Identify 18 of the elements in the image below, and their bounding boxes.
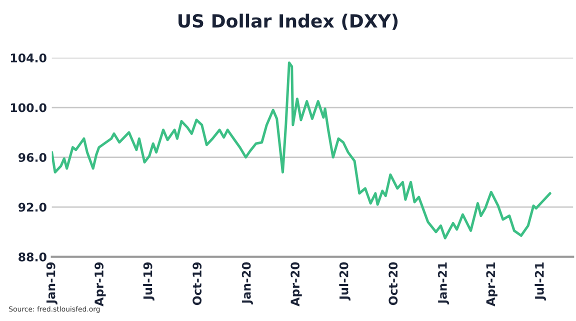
line-series xyxy=(52,62,552,240)
y-tick-label: 88.0 xyxy=(18,252,46,262)
x-tick-label: Jan-20 xyxy=(242,262,254,304)
x-tick-label: Apr-20 xyxy=(290,262,302,306)
x-tick-label: Oct-20 xyxy=(388,262,398,306)
x-tick-label: Jan-19 xyxy=(46,262,58,304)
y-tick-label: 104.0 xyxy=(10,54,46,62)
y-tick-label: 100.0 xyxy=(10,103,46,112)
y-tick-label: 96.0 xyxy=(18,153,46,162)
y-tick-label: 92.0 xyxy=(18,202,46,212)
chart-title: US Dollar Index (DXY) xyxy=(178,14,398,30)
x-tick-label: Jul-21 xyxy=(534,262,546,300)
x-tick-label: Jan-21 xyxy=(438,262,450,304)
x-tick-label: Oct-19 xyxy=(192,262,202,306)
x-tick-label: Apr-21 xyxy=(486,262,498,306)
x-tick-label: Jul-19 xyxy=(143,262,154,300)
x-tick-label: Apr-19 xyxy=(94,262,106,306)
x-tick-label: Jul-20 xyxy=(339,262,351,300)
